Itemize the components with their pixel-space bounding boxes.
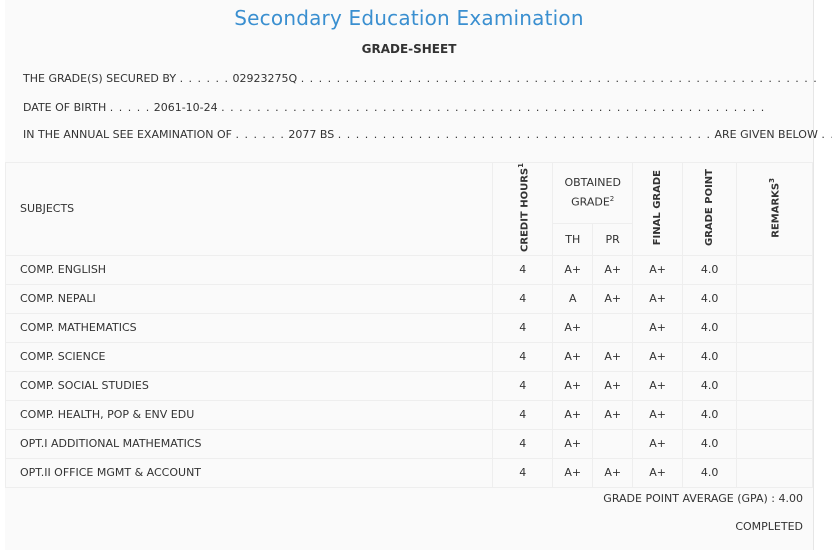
- table-row: COMP. NEPALI 4 A A+ A+ 4.0: [4, 283, 813, 314]
- pr-grade-cell: A+: [592, 457, 634, 488]
- table-row: OPT.I ADDITIONAL MATHEMATICS 4 A+ A+ 4.0: [4, 428, 813, 459]
- sheet-subtitle: GRADE-SHEET: [361, 42, 457, 56]
- final-grade-cell: A+: [632, 457, 684, 488]
- credit-cell: 4: [492, 457, 554, 488]
- credit-cell: 4: [492, 254, 554, 285]
- th-grade-cell: A: [552, 283, 594, 314]
- remarks-cell: [736, 254, 813, 285]
- exam-label: IN THE ANNUAL SEE EXAMINATION OF: [23, 128, 232, 141]
- header-remarks: REMARKS3: [736, 162, 813, 256]
- subject-cell: COMP. MATHEMATICS: [4, 312, 494, 343]
- grade-point-cell: 4.0: [682, 312, 738, 343]
- credit-cell: 4: [492, 370, 554, 401]
- header-subjects: SUBJECTS: [4, 162, 494, 256]
- pr-grade-cell: A+: [592, 370, 634, 401]
- exam-suffix: ARE GIVEN BELOW: [714, 128, 818, 141]
- pr-grade-cell: [592, 428, 634, 459]
- credit-cell: 4: [492, 399, 554, 430]
- remarks-cell: [736, 399, 813, 430]
- pr-grade-cell: [592, 312, 634, 343]
- pr-grade-cell: A+: [592, 399, 634, 430]
- dob-line: DATE OF BIRTH . . . . . 2061-10-24 . . .…: [23, 101, 765, 114]
- subject-cell: COMP. SCIENCE: [4, 341, 494, 372]
- final-grade-cell: A+: [632, 254, 684, 285]
- th-grade-cell: A+: [552, 254, 594, 285]
- grade-point-cell: 4.0: [682, 254, 738, 285]
- th-grade-cell: A+: [552, 341, 594, 372]
- pr-grade-cell: A+: [592, 341, 634, 372]
- final-grade-cell: A+: [632, 312, 684, 343]
- subject-cell: OPT.I ADDITIONAL MATHEMATICS: [4, 428, 494, 459]
- dob-label: DATE OF BIRTH: [23, 101, 107, 114]
- grade-sheet: Secondary Education Examination GRADE-SH…: [4, 0, 832, 550]
- dots: . . . . .: [109, 101, 151, 114]
- dots: . . .: [821, 128, 832, 141]
- subject-cell: COMP. SOCIAL STUDIES: [4, 370, 494, 401]
- table-row: COMP. HEALTH, POP & ENV EDU 4 A+ A+ A+ 4.0: [4, 399, 813, 430]
- dots: . . . . . . . . . . . . . . . . . . . . …: [337, 128, 711, 141]
- final-grade-cell: A+: [632, 428, 684, 459]
- remarks-cell: [736, 428, 813, 459]
- final-grade-cell: A+: [632, 341, 684, 372]
- th-grade-cell: A+: [552, 312, 594, 343]
- remarks-cell: [736, 341, 813, 372]
- result-status: COMPLETED: [735, 520, 803, 533]
- header-pr: PR: [592, 223, 634, 256]
- table-row: COMP. SOCIAL STUDIES 4 A+ A+ A+ 4.0: [4, 370, 813, 401]
- remarks-cell: [736, 312, 813, 343]
- secured-by-line: THE GRADE(S) SECURED BY . . . . . . 0292…: [23, 72, 818, 85]
- dob-value: 2061-10-24: [153, 101, 218, 114]
- page-title: Secondary Education Examination: [234, 6, 584, 30]
- subject-cell: COMP. HEALTH, POP & ENV EDU: [4, 399, 494, 430]
- th-grade-cell: A+: [552, 370, 594, 401]
- final-grade-cell: A+: [632, 283, 684, 314]
- subject-cell: COMP. ENGLISH: [4, 254, 494, 285]
- subject-cell: OPT.II OFFICE MGMT & ACCOUNT: [4, 457, 494, 488]
- th-grade-cell: A+: [552, 399, 594, 430]
- header-final-grade: FINAL GRADE: [632, 162, 684, 256]
- dots: . . . . . .: [179, 72, 230, 85]
- th-grade-cell: A+: [552, 428, 594, 459]
- remarks-cell: [736, 457, 813, 488]
- header-th: TH: [552, 223, 594, 256]
- grade-point-cell: 4.0: [682, 370, 738, 401]
- exam-year: 2077 BS: [288, 128, 335, 141]
- credit-cell: 4: [492, 341, 554, 372]
- exam-line: IN THE ANNUAL SEE EXAMINATION OF . . . .…: [23, 128, 832, 141]
- grade-point-cell: 4.0: [682, 457, 738, 488]
- grade-point-cell: 4.0: [682, 399, 738, 430]
- dots: . . . . . . . . . . . . . . . . . . . . …: [221, 101, 766, 114]
- header-grade-point: GRADE POINT: [682, 162, 738, 256]
- th-grade-cell: A+: [552, 457, 594, 488]
- subject-cell: COMP. NEPALI: [4, 283, 494, 314]
- table-row: COMP. MATHEMATICS 4 A+ A+ 4.0: [4, 312, 813, 343]
- table-row: COMP. SCIENCE 4 A+ A+ A+ 4.0: [4, 341, 813, 372]
- header-credit-hours: CREDIT HOURS1: [492, 162, 554, 256]
- credit-cell: 4: [492, 312, 554, 343]
- secured-by-label: THE GRADE(S) SECURED BY: [23, 72, 177, 85]
- final-grade-cell: A+: [632, 370, 684, 401]
- pr-grade-cell: A+: [592, 283, 634, 314]
- credit-cell: 4: [492, 283, 554, 314]
- remarks-cell: [736, 370, 813, 401]
- grades-table: SUBJECTS CREDIT HOURS1 OBTAINED GRADE2 F…: [4, 161, 813, 488]
- dots: . . . . . .: [235, 128, 285, 141]
- grade-point-cell: 4.0: [682, 428, 738, 459]
- symbol-number: 02923275Q: [232, 72, 298, 85]
- grade-point-cell: 4.0: [682, 341, 738, 372]
- remarks-cell: [736, 283, 813, 314]
- credit-cell: 4: [492, 428, 554, 459]
- header-obtained-grade: OBTAINED GRADE2: [552, 161, 634, 225]
- pr-grade-cell: A+: [592, 254, 634, 285]
- grade-point-cell: 4.0: [682, 283, 738, 314]
- table-row: COMP. ENGLISH 4 A+ A+ A+ 4.0: [4, 254, 813, 285]
- table-row: OPT.II OFFICE MGMT & ACCOUNT 4 A+ A+ A+ 4.0: [4, 457, 813, 488]
- dots: . . . . . . . . . . . . . . . . . . . . …: [300, 72, 818, 85]
- gpa-summary: GRADE POINT AVERAGE (GPA) : 4.00: [603, 492, 803, 505]
- final-grade-cell: A+: [632, 399, 684, 430]
